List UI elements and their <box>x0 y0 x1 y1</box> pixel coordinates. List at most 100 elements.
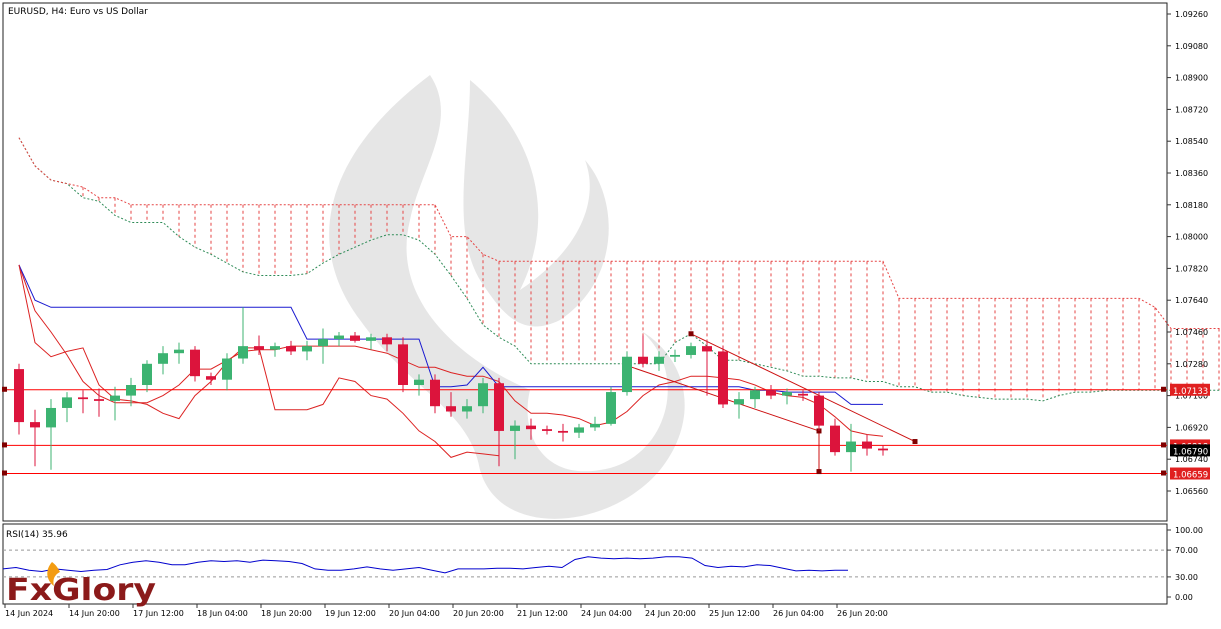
level-price-tag <box>1170 467 1210 480</box>
candle-body <box>478 383 488 407</box>
candle-body <box>590 423 600 428</box>
price-tick-label: 1.07460 <box>1175 328 1208 337</box>
candle-body <box>542 429 552 431</box>
horizontal-levels <box>2 386 1167 476</box>
kijun-sen-line <box>18 264 883 405</box>
main-chart-frame <box>2 2 1168 522</box>
candle-body <box>78 397 88 400</box>
channel-upper-line <box>690 333 916 442</box>
bid-price-tag <box>1170 444 1210 457</box>
time-tick-label: 20 Jun 04:00 <box>389 609 440 618</box>
candle-body <box>638 356 648 364</box>
candle-body <box>366 337 376 341</box>
candle-body <box>830 425 840 453</box>
rsi-tick-label: 100.00 <box>1175 526 1203 535</box>
candle-body <box>302 346 312 352</box>
price-tick-label: 1.06920 <box>1175 423 1208 432</box>
candle-body <box>558 430 568 433</box>
level-price-label: 1.06659 <box>1173 471 1208 481</box>
logo-text: FxGlory <box>6 573 157 608</box>
price-tick-label: 1.08720 <box>1175 105 1208 114</box>
candle-body <box>798 393 808 396</box>
level-price-label: 1.07133 <box>1173 387 1208 397</box>
bid-price-label: 1.06790 <box>1173 447 1208 457</box>
time-tick-label: 19 Jun 12:00 <box>325 609 376 618</box>
candle-body <box>14 369 24 423</box>
level-anchor <box>2 470 7 476</box>
level-anchor <box>2 386 7 392</box>
price-tick-label: 1.07820 <box>1175 264 1208 273</box>
logo-flame-icon <box>47 562 60 586</box>
candle-body <box>670 354 680 357</box>
candle-body <box>126 385 136 396</box>
level-anchor <box>1161 386 1166 392</box>
candle-body <box>398 344 408 385</box>
candle-body <box>606 392 616 424</box>
price-tick-label: 1.08000 <box>1175 233 1208 242</box>
time-tick-label: 17 Jun 12:00 <box>133 609 184 618</box>
fxglory-logo: FxGlory <box>6 562 157 608</box>
time-tick-label: 24 Jun 04:00 <box>581 609 632 618</box>
rsi-panel: 100.00 70.00 30.00 0.00 <box>2 526 1203 602</box>
candle-body <box>654 356 664 364</box>
candle-body <box>494 383 504 431</box>
rsi-window-frame <box>2 523 1168 605</box>
candle-body <box>62 397 72 408</box>
time-tick-label: 26 Jun 04:00 <box>773 609 824 618</box>
candle-body <box>510 425 520 431</box>
time-tick-label: 14 Jun 20:00 <box>69 609 120 618</box>
price-tick-label: 1.09260 <box>1175 10 1208 19</box>
time-tick-label: 21 Jun 12:00 <box>517 609 568 618</box>
candle-body <box>382 337 392 345</box>
candle-body <box>270 346 280 350</box>
candle-body <box>222 358 232 380</box>
rsi-title: RSI(14) 35.96 <box>6 530 68 540</box>
candle-body <box>414 379 424 385</box>
candle-body <box>318 339 328 347</box>
candle-body <box>846 441 856 453</box>
candle-body <box>190 349 200 377</box>
price-tick-label: 1.09080 <box>1175 42 1208 51</box>
candle-body <box>350 335 360 341</box>
candle-body <box>734 399 744 405</box>
level-price-tag <box>1170 383 1210 396</box>
candle-body <box>206 376 216 380</box>
watermark-flame-icon <box>329 75 685 519</box>
senkou-span-b <box>18 137 1221 329</box>
chart-title: EURUSD, H4: Euro vs US Dollar <box>8 7 148 17</box>
tenkan-sen-line <box>18 264 884 437</box>
candle-body <box>574 427 584 433</box>
candle-body <box>702 346 712 352</box>
level-anchor <box>2 442 7 448</box>
candle-body <box>782 392 792 396</box>
rsi-tick-label: 70.00 <box>1175 546 1198 555</box>
time-tick-label: 18 Jun 20:00 <box>261 609 312 618</box>
candle-body <box>462 406 472 412</box>
channel-anchor <box>912 439 918 445</box>
time-tick-label: 24 Jun 20:00 <box>645 609 696 618</box>
time-tick-label: 18 Jun 04:00 <box>197 609 248 618</box>
candle-body <box>750 390 760 400</box>
price-tick-label: 1.08900 <box>1175 74 1208 83</box>
candle-body <box>878 448 888 451</box>
rsi-tick-label: 0.00 <box>1175 593 1193 602</box>
price-tick-label: 1.08540 <box>1175 137 1208 146</box>
candle-body <box>94 399 104 401</box>
candle-body <box>158 353 168 364</box>
time-axis: 14 Jun 2024 14 Jun 20:00 17 Jun 12:00 18 Ju… <box>4 604 888 618</box>
price-axis: 1.09260 1.09080 1.08900 1.08720 1.08540 1.083… <box>1167 10 1208 496</box>
candle-body <box>142 363 152 385</box>
candle-body <box>286 346 296 352</box>
rsi-line <box>2 556 848 574</box>
rsi-tick-label: 30.00 <box>1175 573 1198 582</box>
candle-body <box>766 390 776 396</box>
candle-body <box>110 395 120 401</box>
candle-body <box>46 407 56 428</box>
candle-body <box>686 346 696 355</box>
time-tick-label: 25 Jun 12:00 <box>709 609 760 618</box>
channel-anchor <box>816 469 822 475</box>
price-tick-label: 1.08180 <box>1175 201 1208 210</box>
